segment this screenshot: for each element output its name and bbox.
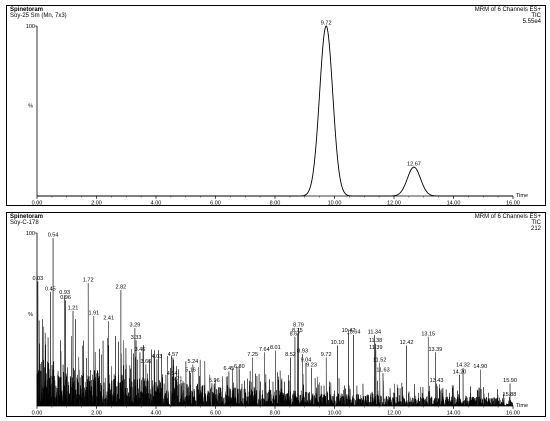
chromatogram-panel-bottom: Spinetoram Soy-C-178 MRM of 6 Channels E… (6, 212, 546, 417)
peak-label: 9.04 (301, 357, 312, 363)
chromatogram-panel-top: Spinetoram Soy-25 Sm (Mn, 7x3) MRM of 6 … (6, 5, 546, 207)
x-tick-label: 16.00 (506, 201, 520, 207)
header-right-line-1: MRM of 6 Channels ES+ (474, 7, 541, 13)
peak-label: 11.39 (369, 345, 382, 351)
x-tick-label: 12.00 (387, 411, 401, 417)
header-right-line-3: 212 (530, 226, 541, 232)
peak-label: 8.75 (292, 328, 303, 334)
x-tick-label: 6.00 (210, 411, 221, 417)
x-tick-label: 10.00 (328, 411, 342, 417)
series-trace (36, 238, 514, 407)
x-tick-label: 4.00 (151, 411, 162, 417)
peak-label: 8.67 (290, 331, 301, 337)
peak-label: 7.25 (247, 352, 258, 358)
peak-label: 15.88 (503, 392, 517, 398)
series-trace (37, 25, 513, 197)
peak-label: 14.20 (453, 369, 467, 375)
peak-label: 7.64 (259, 347, 270, 353)
peak-label: 9.23 (306, 362, 317, 368)
peak-label: 4.54 (167, 371, 178, 377)
x-tick-label: 14.00 (447, 201, 461, 207)
peak-label: 1.91 (88, 311, 99, 317)
x-tick-label: 4.00 (151, 201, 162, 207)
peak-label: 10.64 (347, 330, 361, 336)
x-tick-label: 2.00 (91, 201, 102, 207)
y-axis-label: % (28, 104, 33, 110)
peak-label: 0.96 (60, 295, 71, 301)
x-tick-label: 6.00 (210, 201, 221, 207)
x-tick-label: 8.00 (270, 201, 281, 207)
y-axis-label: % (28, 312, 33, 318)
peak-label: 3.46 (135, 347, 146, 353)
peak-label: 0.03 (33, 276, 44, 282)
header-right-line-2: TIC (531, 220, 541, 226)
peak-label: 11.34 (368, 330, 381, 336)
peak-label: 3.33 (131, 335, 142, 341)
peak-label: 13.15 (421, 331, 435, 337)
x-axis-label: Time (516, 403, 528, 409)
x-tick-label: 10.00 (328, 201, 342, 207)
peak-label: 0.54 (48, 233, 59, 239)
peak-label: 9.72 (321, 352, 332, 358)
chart-title: Spinetoram (10, 7, 44, 13)
peak-label: 6.45 (224, 366, 235, 372)
peak-label: 11.52 (373, 357, 386, 363)
peak-label: 6.80 (234, 364, 245, 370)
x-tick-label: 2.00 (91, 411, 102, 417)
peak-label: 8.79 (293, 323, 304, 329)
peak-label: 8.93 (297, 349, 308, 355)
peak-label: 12.67 (407, 162, 421, 168)
peak-label: 3.66 (141, 359, 152, 365)
peak-label: 2.82 (116, 285, 127, 291)
x-tick-label: 0.00 (32, 411, 43, 417)
peak-label: 12.42 (400, 340, 414, 346)
header-right-line-3: 5.55e4 (522, 19, 541, 25)
peak-label: 8.52 (285, 352, 296, 358)
peak-label: 4.03 (152, 354, 163, 360)
peak-label: 11.63 (376, 368, 389, 374)
chart-subtitle: Soy-C-178 (10, 220, 39, 226)
x-tick-label: 12.00 (387, 201, 401, 207)
x-tick-label: 16.00 (506, 411, 520, 417)
x-axis-label: Time (516, 193, 528, 199)
peak-label: 3.29 (130, 323, 141, 329)
peak-label: 4.57 (168, 352, 179, 358)
header-right-line-2: TIC (531, 13, 541, 19)
peak-label: 5.96 (209, 378, 220, 384)
x-tick-label: 0.00 (32, 201, 43, 207)
x-tick-label: 14.00 (447, 411, 461, 417)
peak-label: 0.45 (45, 286, 56, 292)
peak-label: 13.43 (430, 378, 444, 384)
peak-label: 10.47 (342, 328, 356, 334)
peak-label: 5.24 (188, 359, 199, 365)
peak-label: 14.90 (473, 364, 487, 370)
peak-label: 14.32 (456, 362, 470, 368)
peak-label: 0.93 (59, 290, 70, 296)
peak-label: 10.10 (331, 340, 345, 346)
y-tick-label: 100 (26, 231, 35, 237)
peak-label: 1.21 (68, 305, 79, 311)
chart-plot-top: 100% 0.00 2.00 4.00 6.00 8.00 10.00 12.00 14.00 1… (26, 21, 528, 207)
y-tick-label: 100 (26, 24, 35, 30)
chart-plot-bottom: 100% 0.00 2.00 4.00 6.00 8.00 10.00 12.00 14.00 1… (26, 231, 528, 417)
chart-subtitle: Soy-25 Sm (Mn, 7x3) (10, 13, 67, 19)
peak-label: 8.01 (270, 345, 281, 351)
peak-label: 5.16 (185, 368, 196, 374)
peak-label: 2.41 (103, 316, 114, 322)
peak-label: 13.39 (428, 347, 442, 353)
peak-label: 11.38 (369, 338, 382, 344)
peak-label: 4.71 (172, 376, 183, 382)
peak-label: 9.72 (321, 21, 332, 27)
peak-label: 1.72 (83, 278, 94, 284)
x-tick-label: 8.00 (270, 411, 281, 417)
header-right-line-1: MRM of 6 Channels ES+ (474, 214, 541, 220)
chart-title: Spinetoram (10, 214, 44, 220)
peak-label: 15.90 (503, 378, 517, 384)
